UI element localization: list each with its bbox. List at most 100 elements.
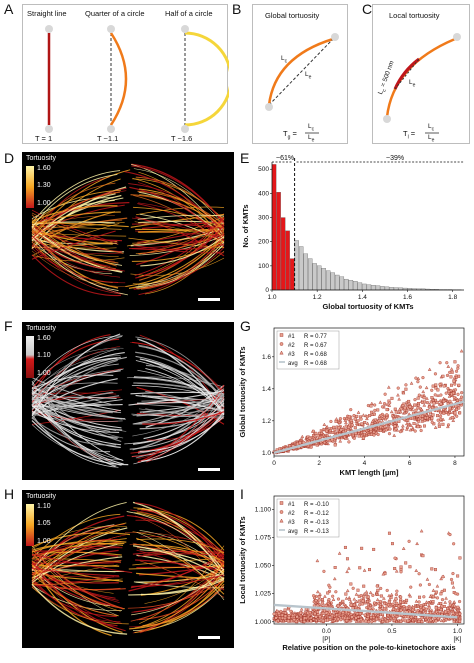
quarter-circle-curve (111, 33, 126, 125)
data-point (331, 438, 334, 441)
data-point (325, 430, 328, 433)
data-point (433, 617, 436, 620)
data-point (428, 607, 431, 610)
endpoint-marker (383, 115, 391, 123)
data-point (342, 611, 345, 614)
data-point (445, 361, 448, 364)
data-point (404, 562, 407, 565)
x-tick-label: 0 (272, 460, 276, 467)
data-point (377, 589, 380, 592)
data-point (288, 616, 291, 619)
endpoint-marker (45, 25, 53, 33)
data-point (353, 414, 356, 417)
legend-tick-mid: 1.30 (37, 182, 51, 189)
data-point (296, 615, 299, 618)
data-point (335, 420, 338, 423)
data-point (428, 406, 431, 409)
data-point (353, 604, 356, 607)
data-point (423, 396, 426, 399)
endpoint-marker (181, 125, 189, 133)
data-point (394, 557, 397, 560)
panel-f-spindle-image: Tortuosity 1.60 1.10 1.00 (22, 322, 234, 480)
data-point (388, 432, 391, 435)
data-point (379, 608, 382, 611)
x-axis-label: Global tortuosity of KMTs (322, 302, 413, 311)
histogram-bar (313, 263, 317, 290)
data-point (395, 598, 398, 601)
data-point (421, 616, 424, 619)
histogram-bar (353, 281, 357, 290)
data-point (408, 540, 411, 543)
data-point (440, 605, 443, 608)
data-point (350, 419, 353, 422)
y-tick-label: 500 (258, 166, 269, 173)
data-point (350, 604, 353, 607)
data-point (397, 387, 400, 390)
data-point (454, 411, 457, 414)
endpoint-marker (331, 33, 339, 41)
legend-label: #1 (288, 334, 295, 340)
data-point (371, 594, 374, 597)
histogram-bar (367, 285, 371, 290)
data-point (409, 586, 412, 589)
data-point (377, 433, 380, 436)
colorbar (26, 504, 34, 546)
data-point (435, 620, 438, 623)
data-point (430, 568, 433, 571)
data-point (331, 595, 334, 598)
data-point (310, 446, 313, 449)
legend-tick-mid: 1.10 (37, 352, 51, 359)
data-point (432, 595, 435, 598)
data-point (421, 415, 424, 418)
data-point (281, 614, 284, 617)
data-point (331, 431, 334, 434)
local-formula-lhs: Tl = (403, 129, 415, 141)
histogram-bar (380, 286, 384, 290)
data-point (448, 371, 451, 374)
data-point (386, 620, 389, 623)
x-tick-label: 4 (363, 460, 367, 467)
data-point (375, 618, 378, 621)
legend-marker (280, 342, 283, 345)
histogram-bar (317, 266, 321, 290)
global-formula-lhs: Tg = (283, 129, 297, 141)
data-point (454, 592, 457, 595)
data-point (433, 402, 436, 405)
data-point (361, 423, 364, 426)
data-point (346, 557, 349, 560)
panel-c-letter: C (362, 1, 372, 17)
data-point (319, 615, 322, 618)
histogram-bar (394, 288, 398, 290)
legend-label: #3 (288, 352, 295, 358)
data-point (405, 388, 408, 391)
endpoint-marker (265, 103, 273, 111)
data-point (399, 620, 402, 623)
y-axis-label: Global tortuosity of KMTs (238, 346, 247, 437)
data-point (412, 606, 415, 609)
data-point (407, 400, 410, 403)
data-point (360, 547, 363, 550)
data-point (420, 609, 423, 612)
data-point (445, 618, 448, 621)
data-point (449, 407, 452, 410)
data-point (318, 599, 321, 602)
data-point (425, 608, 428, 611)
data-point (363, 421, 366, 424)
data-point (458, 613, 461, 616)
x-tick-label: 0.0 (322, 628, 331, 635)
data-point (438, 425, 441, 428)
legend-title: Tortuosity (26, 325, 56, 332)
data-point (432, 414, 435, 417)
x-tick-label: 1.4 (358, 294, 367, 301)
data-point (437, 617, 440, 620)
panel-a-value-1: T = 1 (35, 134, 52, 143)
data-point (443, 605, 446, 608)
x-tick-label: 8 (453, 460, 457, 467)
data-point (392, 603, 395, 606)
data-point (415, 377, 418, 380)
global-formula-num: Lc (308, 123, 314, 132)
data-point (441, 598, 444, 601)
data-point (323, 570, 326, 573)
